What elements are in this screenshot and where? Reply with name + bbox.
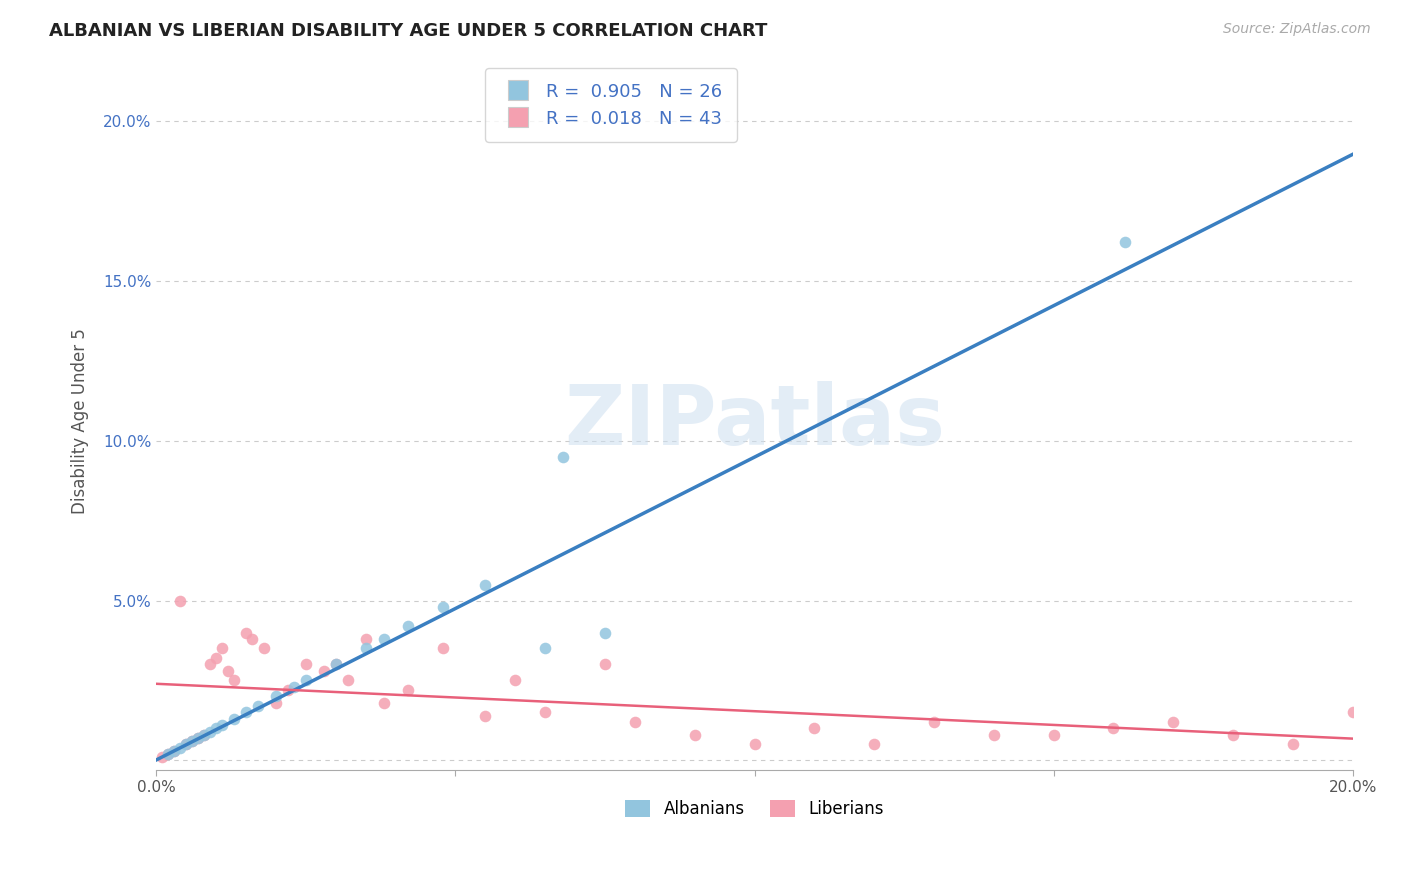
Point <box>1282 738 1305 752</box>
Point <box>624 714 647 729</box>
Point <box>1114 235 1136 250</box>
Point <box>354 632 377 646</box>
Point <box>211 641 233 656</box>
Point <box>1222 728 1244 742</box>
Point <box>174 738 197 752</box>
Point <box>200 657 222 672</box>
Point <box>193 728 215 742</box>
Point <box>295 657 318 672</box>
Point <box>474 708 496 723</box>
Point <box>163 744 186 758</box>
Point <box>593 625 616 640</box>
Point <box>224 673 246 688</box>
Point <box>253 641 276 656</box>
Point <box>169 740 191 755</box>
Point <box>534 706 557 720</box>
Point <box>264 696 287 710</box>
Point <box>503 673 526 688</box>
Y-axis label: Disability Age Under 5: Disability Age Under 5 <box>72 328 89 515</box>
Point <box>163 744 186 758</box>
Point <box>264 690 287 704</box>
Point <box>247 699 270 714</box>
Point <box>803 722 825 736</box>
Point <box>1042 728 1064 742</box>
Point <box>181 734 204 748</box>
Point <box>336 673 359 688</box>
Point <box>1102 722 1125 736</box>
Point <box>373 632 395 646</box>
Point <box>553 450 575 464</box>
Point <box>187 731 209 745</box>
Point <box>593 657 616 672</box>
Point <box>1341 706 1364 720</box>
Point <box>277 683 299 698</box>
Point <box>169 593 191 607</box>
Text: ZIPatlas: ZIPatlas <box>564 381 945 462</box>
Point <box>683 728 706 742</box>
Point <box>217 664 239 678</box>
Point <box>235 625 257 640</box>
Point <box>744 738 766 752</box>
Point <box>432 599 454 614</box>
Point <box>1161 714 1184 729</box>
Point <box>396 683 419 698</box>
Point <box>187 731 209 745</box>
Point <box>295 673 318 688</box>
Point <box>150 750 173 764</box>
Point <box>235 706 257 720</box>
Text: ALBANIAN VS LIBERIAN DISABILITY AGE UNDER 5 CORRELATION CHART: ALBANIAN VS LIBERIAN DISABILITY AGE UNDE… <box>49 22 768 40</box>
Point <box>283 680 305 694</box>
Point <box>174 738 197 752</box>
Point <box>534 641 557 656</box>
Point <box>354 641 377 656</box>
Legend: Albanians, Liberians: Albanians, Liberians <box>619 793 890 824</box>
Point <box>396 619 419 633</box>
Point <box>181 734 204 748</box>
Point <box>373 696 395 710</box>
Point <box>157 747 180 761</box>
Point <box>200 724 222 739</box>
Point <box>325 657 347 672</box>
Point <box>205 651 228 665</box>
Point <box>432 641 454 656</box>
Point <box>312 664 335 678</box>
Point <box>983 728 1005 742</box>
Point <box>193 728 215 742</box>
Point <box>211 718 233 732</box>
Text: Source: ZipAtlas.com: Source: ZipAtlas.com <box>1223 22 1371 37</box>
Point <box>240 632 263 646</box>
Point <box>205 722 228 736</box>
Point <box>922 714 945 729</box>
Point <box>863 738 886 752</box>
Point <box>157 747 180 761</box>
Point <box>474 577 496 591</box>
Point <box>325 657 347 672</box>
Point <box>224 712 246 726</box>
